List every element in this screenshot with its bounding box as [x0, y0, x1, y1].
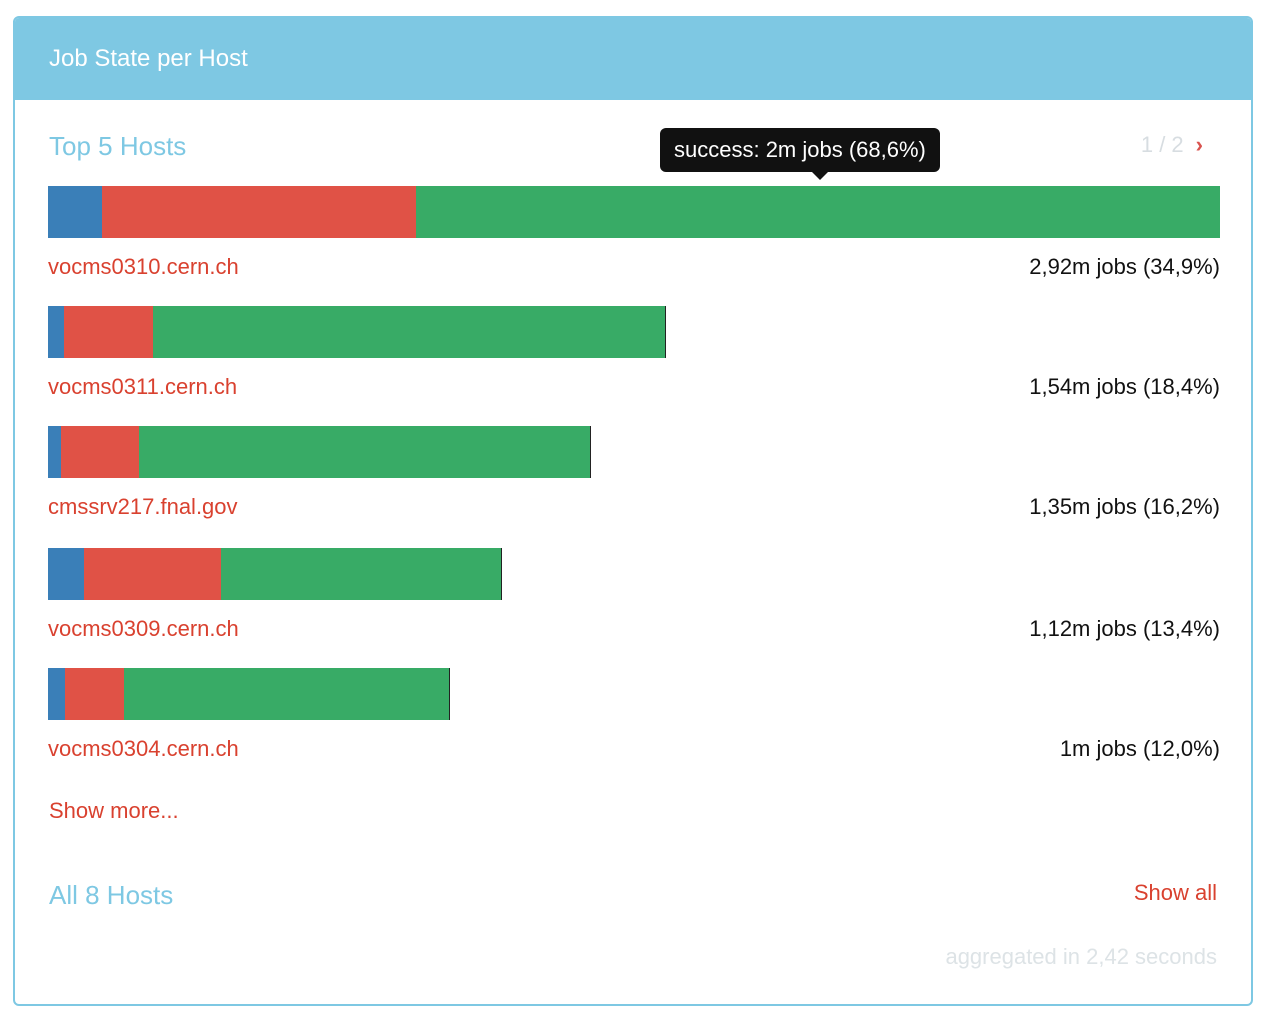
bar-segment-success[interactable] [221, 548, 501, 600]
bar-segment-success[interactable] [123, 668, 449, 720]
bar-end-marker [590, 426, 591, 478]
bar-segment-pending[interactable] [48, 186, 102, 238]
bar-end-marker [449, 668, 450, 720]
host-name-link[interactable]: vocms0310.cern.ch [48, 254, 239, 279]
bar-segment-success[interactable] [152, 306, 665, 358]
host-name-link[interactable]: cmssrv217.fnal.gov [48, 494, 238, 519]
host-item: vocms0304.cern.ch 1m jobs (12,0%) [48, 668, 1220, 762]
host-item: vocms0310.cern.ch 2,92m jobs (34,9%) [48, 186, 1220, 280]
host-name-link[interactable]: vocms0304.cern.ch [48, 736, 239, 761]
host-row: vocms0311.cern.ch 1,54m jobs (18,4%) [48, 374, 1220, 400]
host-bar [48, 186, 1220, 238]
bar-segment-failed[interactable] [84, 548, 222, 600]
bar-segment-pending[interactable] [48, 548, 85, 600]
bar-tooltip: success: 2m jobs (68,6%) [660, 128, 940, 180]
bar-segment-success[interactable] [139, 426, 590, 478]
host-job-count: 1m jobs (12,0%) [1059, 736, 1220, 761]
show-all-link[interactable]: Show all [1133, 880, 1217, 905]
host-row: vocms0304.cern.ch 1m jobs (12,0%) [48, 736, 1220, 762]
aggregated-note: aggregated in 2,42 seconds [945, 944, 1217, 969]
bar-segment-pending[interactable] [48, 426, 61, 478]
host-item: cmssrv217.fnal.gov 1,35m jobs (16,2%) [48, 426, 1220, 520]
bar-segment-failed[interactable] [101, 186, 416, 238]
host-name-link[interactable]: vocms0311.cern.ch [48, 374, 238, 399]
bar-segment-failed[interactable] [64, 306, 153, 358]
pager: 1 / 2 › [1141, 132, 1203, 158]
bar-segment-pending[interactable] [48, 306, 65, 358]
all-hosts-title: All 8 Hosts [49, 880, 174, 910]
bar-segment-pending[interactable] [48, 668, 65, 720]
host-job-count: 2,92m jobs (34,9%) [1029, 254, 1220, 279]
chevron-right-icon[interactable]: › [1195, 132, 1203, 157]
host-bar [48, 306, 666, 358]
top-hosts-title: Top 5 Hosts [49, 131, 187, 161]
panel-title: Job State per Host [49, 45, 248, 72]
host-job-count: 1,54m jobs (18,4%) [1029, 374, 1220, 399]
panel-header: Job State per Host [15, 18, 1251, 100]
host-item: vocms0309.cern.ch 1,12m jobs (13,4%) [48, 548, 1220, 642]
host-row: vocms0310.cern.ch 2,92m jobs (34,9%) [48, 254, 1220, 280]
host-job-count: 1,35m jobs (16,2%) [1029, 494, 1220, 519]
pager-text: 1 / 2 [1140, 132, 1184, 157]
bar-segment-failed[interactable] [61, 426, 140, 478]
host-row: vocms0309.cern.ch 1,12m jobs (13,4%) [48, 616, 1220, 642]
host-bar [48, 548, 502, 600]
host-item: vocms0311.cern.ch 1,54m jobs (18,4%) [48, 306, 1220, 400]
show-more-link[interactable]: Show more... [49, 798, 179, 823]
host-name-link[interactable]: vocms0309.cern.ch [48, 616, 239, 641]
bar-segment-failed[interactable] [64, 668, 124, 720]
job-state-panel: Job State per Host Top 5 Hosts 1 / 2 › su… [13, 16, 1253, 1006]
host-bar [48, 668, 450, 720]
host-job-count: 1,12m jobs (13,4%) [1029, 616, 1220, 641]
host-row: cmssrv217.fnal.gov 1,35m jobs (16,2%) [48, 494, 1220, 520]
bar-end-marker [501, 548, 502, 600]
bar-segment-success[interactable] [416, 186, 1220, 238]
host-bar [48, 426, 591, 478]
bar-end-marker [665, 306, 666, 358]
